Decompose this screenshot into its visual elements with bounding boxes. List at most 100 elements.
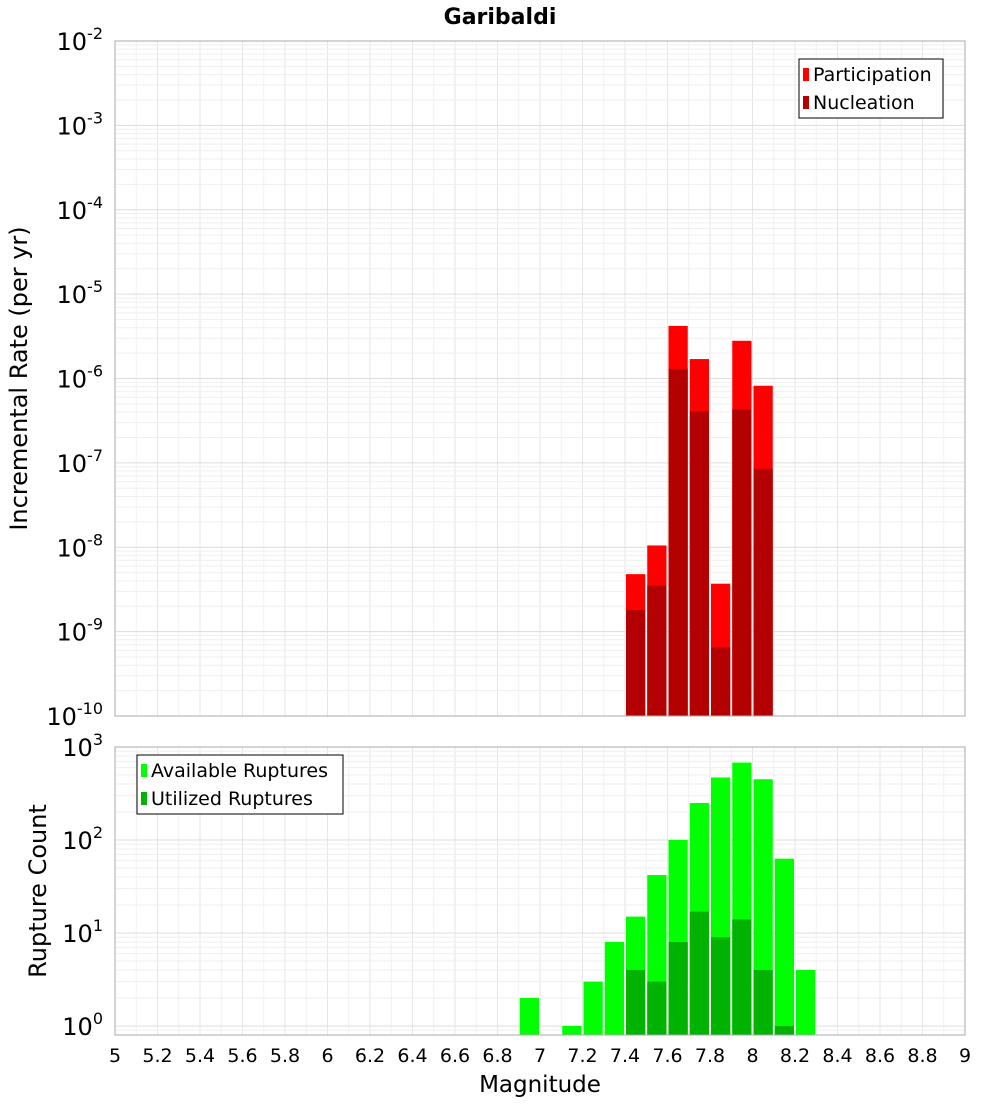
y-tick-base: 10 <box>57 450 88 478</box>
chart-title: Garibaldi <box>444 5 557 30</box>
legend-box <box>136 754 344 815</box>
bottom-plot-bars <box>519 762 816 1035</box>
axis-labels: 10-1010-910-810-710-610-510-410-310-2Inc… <box>5 5 971 1098</box>
top-bar-nucleation <box>753 468 773 716</box>
y-tick-label: 100 <box>62 1009 103 1041</box>
bottom-bar-utilized-ruptures <box>732 919 752 1035</box>
y-tick-label: 10-2 <box>57 24 104 56</box>
y-tick-exponent: -9 <box>87 615 103 634</box>
bottom-bar-utilized-ruptures <box>753 969 773 1035</box>
y-tick-base: 10 <box>57 197 88 225</box>
x-tick-label: 6.2 <box>355 1045 385 1067</box>
y-tick-label: 101 <box>62 916 103 948</box>
y-tick-base: 10 <box>62 920 93 948</box>
y-tick-label: 10-4 <box>57 193 104 225</box>
x-tick-label: 5 <box>109 1045 121 1067</box>
top-plot-frame <box>114 40 966 717</box>
x-tick-label: 8.4 <box>822 1045 852 1067</box>
y-tick-exponent: -7 <box>87 446 103 465</box>
y-tick-exponent: -8 <box>87 530 103 549</box>
x-tick-label: 6.8 <box>482 1045 512 1067</box>
top-bar-nucleation <box>647 585 667 716</box>
bottom-bar-utilized-ruptures <box>689 911 709 1035</box>
bottom-legend: Available Ruptures Utilized Ruptures <box>136 754 344 815</box>
y-tick-label: 10-7 <box>57 446 104 478</box>
bottom-bar-available-ruptures <box>583 981 603 1035</box>
y-tick-label: 10-8 <box>57 530 104 562</box>
bottom-plot-frame <box>114 746 966 1036</box>
bottom-bar-utilized-ruptures <box>668 942 688 1035</box>
top-plot-bars <box>626 325 773 716</box>
x-tick-label: 8.2 <box>780 1045 810 1067</box>
legend-swatch <box>803 96 809 109</box>
legend-box <box>798 58 944 119</box>
legend-label: Participation <box>813 64 932 86</box>
x-tick-label: 6.6 <box>440 1045 470 1067</box>
y-tick-base: 10 <box>62 827 93 855</box>
y-tick-base: 10 <box>57 534 88 562</box>
x-tick-label: 7.6 <box>652 1045 682 1067</box>
y-tick-label: 10-3 <box>57 108 104 140</box>
bottom-bar-available-ruptures <box>604 942 624 1035</box>
bottom-bar-available-ruptures <box>519 997 539 1035</box>
y-tick-exponent: -4 <box>87 193 103 212</box>
x-tick-label: 7.4 <box>610 1045 640 1067</box>
x-tick-label: 5.8 <box>270 1045 300 1067</box>
y-tick-label: 10-6 <box>57 362 104 394</box>
y-tick-base: 10 <box>57 28 88 56</box>
x-tick-label: 7.8 <box>695 1045 725 1067</box>
bottom-bar-utilized-ruptures <box>774 1025 794 1035</box>
x-tick-label: 5.6 <box>227 1045 257 1067</box>
x-tick-label: 7.2 <box>567 1045 597 1067</box>
y-tick-base: 10 <box>57 366 88 394</box>
x-tick-label: 5.4 <box>185 1045 215 1067</box>
y-tick-exponent: -3 <box>87 108 103 127</box>
y-tick-base: 10 <box>62 1013 93 1041</box>
x-tick-label: 6 <box>321 1045 333 1067</box>
legend-swatch <box>803 68 809 81</box>
top-bar-nucleation <box>711 647 731 716</box>
x-tick-label: 8.6 <box>865 1045 895 1067</box>
legend-swatch <box>141 792 147 805</box>
legends: Participation Nucleation Available Rupture… <box>136 58 944 815</box>
x-tick-label: 5.2 <box>142 1045 172 1067</box>
bottom-bar-utilized-ruptures <box>647 981 667 1035</box>
x-axis-label: Magnitude <box>479 1072 601 1098</box>
legend-swatch <box>141 764 147 777</box>
legend-label: Nucleation <box>813 92 915 114</box>
y-tick-exponent: 0 <box>93 1009 103 1028</box>
x-tick-label: 6.4 <box>397 1045 427 1067</box>
top-plot-grid <box>114 40 966 717</box>
bottom-bar-available-ruptures <box>774 858 794 1035</box>
legend-label: Utilized Ruptures <box>151 788 313 810</box>
top-bar-nucleation <box>689 411 709 716</box>
y-tick-exponent: 1 <box>93 916 103 935</box>
top-y-axis-label: Incremental Rate (per yr) <box>5 226 33 530</box>
y-tick-label: 10-9 <box>57 615 104 647</box>
y-tick-label: 10-10 <box>46 699 103 731</box>
x-tick-label: 8 <box>746 1045 758 1067</box>
x-tick-label: 7 <box>534 1045 546 1067</box>
top-bar-nucleation <box>732 409 752 716</box>
y-tick-exponent: 2 <box>93 823 103 842</box>
y-tick-exponent: 3 <box>93 730 103 749</box>
y-tick-exponent: -5 <box>87 277 103 296</box>
bottom-y-axis-label: Rupture Count <box>24 804 52 978</box>
x-tick-label: 8.8 <box>907 1045 937 1067</box>
y-tick-exponent: -2 <box>87 24 103 43</box>
y-tick-base: 10 <box>57 619 88 647</box>
bottom-bar-utilized-ruptures <box>711 937 731 1035</box>
top-bar-nucleation <box>626 610 646 716</box>
y-tick-exponent: -6 <box>87 362 103 381</box>
y-tick-base: 10 <box>57 112 88 140</box>
y-tick-base: 10 <box>62 734 93 762</box>
y-tick-base: 10 <box>46 703 77 731</box>
y-tick-label: 10-5 <box>57 277 104 309</box>
top-legend: Participation Nucleation <box>798 58 944 119</box>
bottom-bar-available-ruptures <box>796 969 816 1035</box>
x-tick-label: 9 <box>959 1045 971 1067</box>
y-tick-label: 103 <box>62 730 103 762</box>
top-bar-nucleation <box>668 368 688 716</box>
